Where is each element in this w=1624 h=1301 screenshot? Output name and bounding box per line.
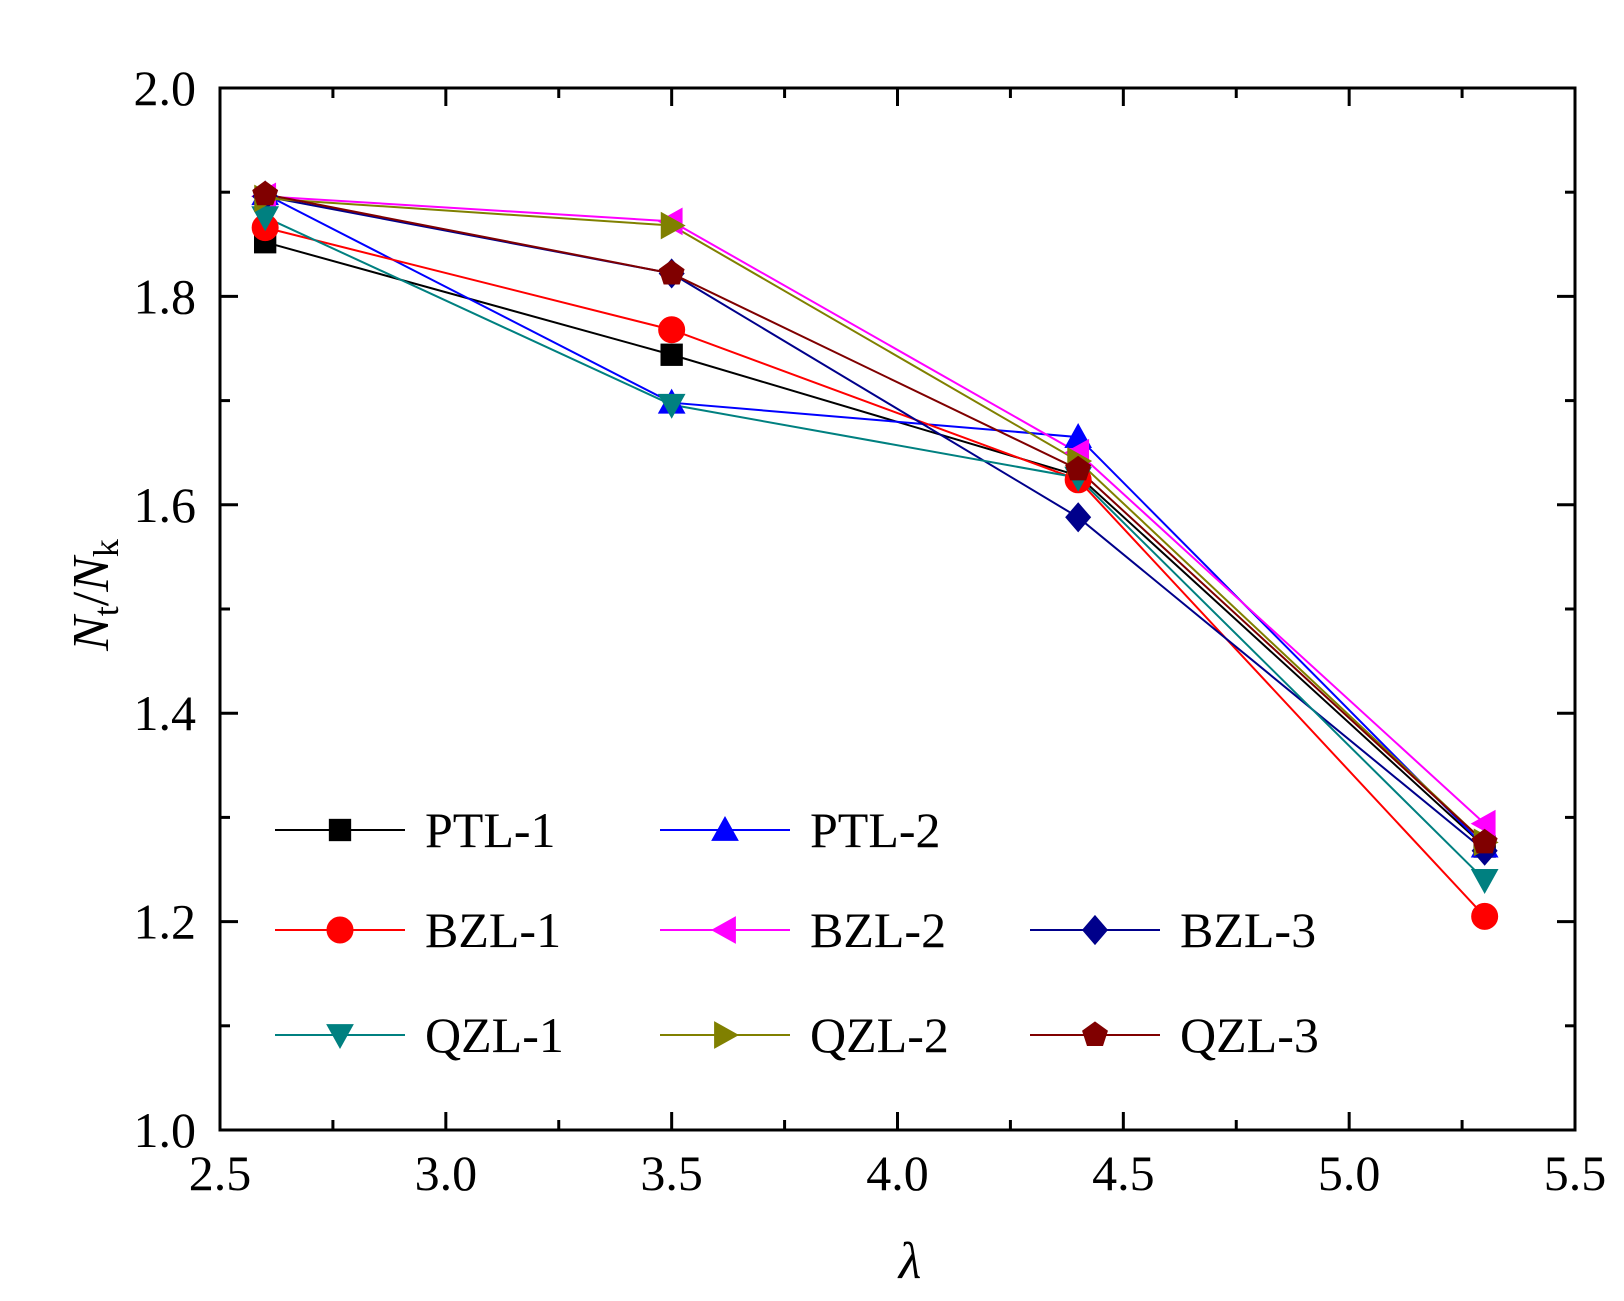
legend: PTL-1 PTL-2 BZL-1 BZL-2 BZL-3 QZL-1 QZL-2 QZL-3 <box>275 802 1319 1063</box>
point-qzl-3 <box>1065 455 1092 481</box>
x-tick-label: 4.0 <box>866 1145 929 1201</box>
y-axis-title: Nt/Nk <box>63 539 126 652</box>
legend-label-bzl-3: BZL-3 <box>1180 902 1316 958</box>
legend-label-qzl-1: QZL-1 <box>425 1007 564 1063</box>
series-line-bzl-2 <box>265 195 1486 825</box>
x-axis-title: λ <box>897 1233 922 1290</box>
point-bzl-3 <box>1065 502 1092 533</box>
y-tick-label: 2.0 <box>134 60 197 116</box>
x-tick-label: 2.5 <box>189 1145 252 1201</box>
x-tick-label: 3.5 <box>640 1145 703 1201</box>
point-qzl-3 <box>658 259 685 285</box>
point-qzl-1 <box>657 393 686 419</box>
series-line-ptl-1 <box>264 241 1486 848</box>
x-tick-label: 5.0 <box>1318 1145 1381 1201</box>
y-title-n2: N <box>63 554 120 593</box>
legend-marker-ptl-2 <box>711 815 739 841</box>
point-qzl-1 <box>251 206 280 232</box>
legend-marker-bzl-2 <box>710 916 736 944</box>
series-markers <box>251 180 1499 930</box>
point-qzl-3 <box>252 180 279 206</box>
legend-marker-qzl-2 <box>714 1021 740 1049</box>
legend-label-ptl-1: PTL-1 <box>425 802 556 858</box>
y-title-sub2: k <box>86 539 126 557</box>
y-title-sub1: t <box>86 606 126 616</box>
point-bzl-1 <box>1471 902 1499 930</box>
legend-label-bzl-2: BZL-2 <box>810 902 946 958</box>
series-line-qzl-2 <box>265 197 1486 844</box>
legend-marker-bzl-1 <box>326 916 354 944</box>
legend-marker-qzl-1 <box>326 1024 354 1050</box>
legend-label-ptl-2: PTL-2 <box>810 802 941 858</box>
series-line-bzl-1 <box>264 226 1486 918</box>
legend-label-qzl-2: QZL-2 <box>810 1007 949 1063</box>
y-tick-label: 1.4 <box>134 685 197 741</box>
y-tick-label: 1.2 <box>134 894 197 950</box>
legend-marker-ptl-1 <box>328 818 352 842</box>
y-tick-label: 1.6 <box>134 477 197 533</box>
y-title-n1: N <box>63 613 120 652</box>
point-bzl-1 <box>658 316 686 344</box>
series-line-bzl-3 <box>264 195 1486 852</box>
axis-ticks <box>218 86 1577 1132</box>
plot-frame <box>218 86 1577 1132</box>
legend-label-bzl-1: BZL-1 <box>425 902 561 958</box>
legend-marker-qzl-3 <box>1082 1021 1108 1047</box>
series-line-qzl-3 <box>264 193 1486 844</box>
y-title-slash: / <box>63 591 120 606</box>
series-line-ptl-2 <box>264 193 1486 848</box>
legend-marker-bzl-3 <box>1081 914 1109 946</box>
point-ptl-1 <box>660 343 683 366</box>
x-tick-label: 5.5 <box>1544 1145 1607 1201</box>
legend-label-qzl-3: QZL-3 <box>1180 1007 1319 1063</box>
x-tick-label: 3.0 <box>415 1145 478 1201</box>
series-line-qzl-1 <box>264 216 1486 881</box>
series-lines <box>264 193 1486 918</box>
point-qzl-2 <box>660 211 686 240</box>
point-qzl-3 <box>1471 828 1498 854</box>
tick-labels: 2.5 3.0 3.5 4.0 4.5 5.0 5.5 1.0 1.2 1.4 1.6 1.8 2.0 <box>134 60 1607 1201</box>
point-qzl-1 <box>1470 869 1499 894</box>
y-tick-label: 1.8 <box>134 268 197 324</box>
y-tick-label: 1.0 <box>134 1102 197 1158</box>
x-tick-label: 4.5 <box>1092 1145 1155 1201</box>
